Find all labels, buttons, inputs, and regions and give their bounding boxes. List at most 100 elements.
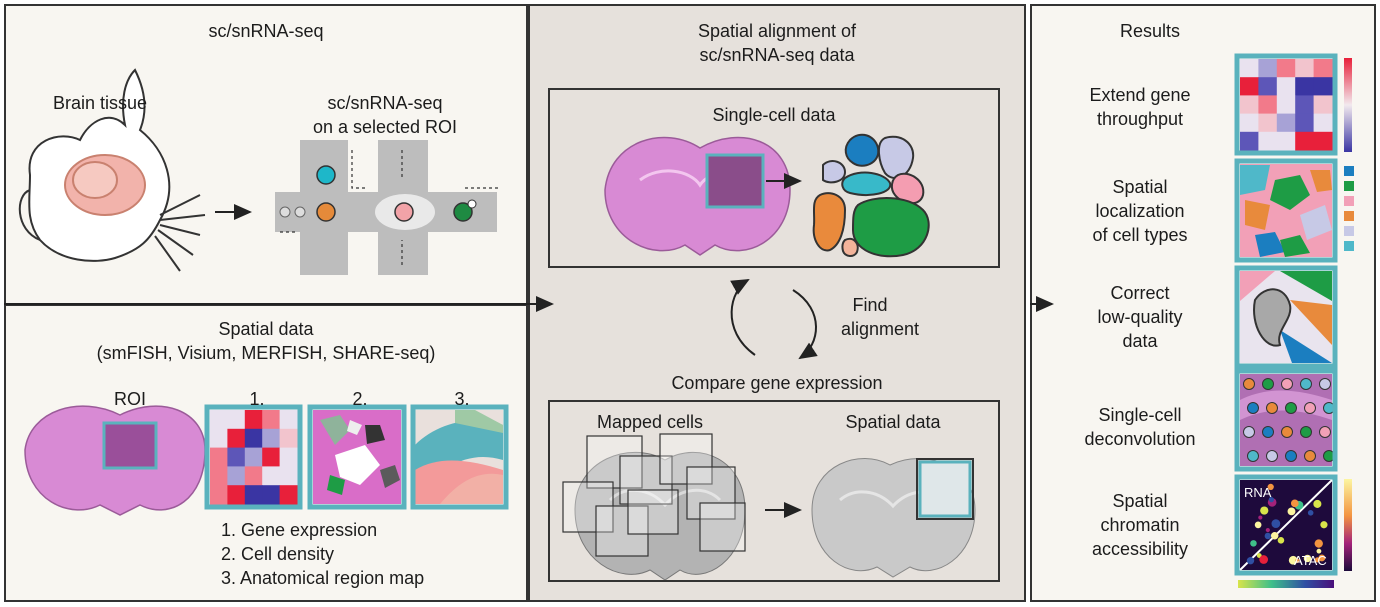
heatmap-colorbar bbox=[1344, 58, 1352, 152]
scatter-dot bbox=[1303, 554, 1312, 563]
heatmap-cell bbox=[262, 428, 281, 449]
deconvolution-spot bbox=[1304, 450, 1316, 462]
result-3-line1: Correct bbox=[1110, 283, 1170, 303]
single-cell-data-label: Single-cell data bbox=[712, 105, 836, 125]
alignment-title-line1: Spatial alignment of bbox=[697, 21, 857, 41]
heatmap-cell bbox=[262, 485, 281, 505]
single-cell-data-box bbox=[548, 88, 1000, 268]
heatmap-cell bbox=[1276, 95, 1296, 115]
heatmap-cell bbox=[210, 428, 228, 449]
deconvolution-spot bbox=[1243, 378, 1255, 390]
result-4-line2: deconvolution bbox=[1084, 429, 1196, 449]
mouse-head-icon bbox=[18, 68, 206, 272]
heatmap-cell bbox=[210, 447, 228, 467]
deconvolution-spot bbox=[1319, 426, 1331, 438]
heatmap-cell bbox=[1240, 59, 1259, 78]
deconvolution-spot bbox=[1285, 450, 1297, 462]
result-3-line2: low-quality bbox=[1097, 307, 1183, 327]
scatter-dot bbox=[1295, 558, 1300, 563]
heatmap-cell bbox=[1313, 131, 1333, 151]
result-3-line3: data bbox=[1122, 331, 1158, 351]
scatter-dot bbox=[1271, 519, 1281, 529]
heatmap-cell bbox=[227, 485, 246, 505]
scatter-dot bbox=[1268, 497, 1274, 503]
alignment-title-line2: sc/snRNA-seq data bbox=[699, 45, 855, 65]
microfluidic-chip-icon bbox=[275, 140, 501, 275]
compare-expression-box bbox=[548, 400, 1000, 582]
heatmap-cell bbox=[210, 485, 228, 505]
result-1-line2: throughput bbox=[1096, 109, 1184, 129]
atac-colorbar bbox=[1344, 479, 1352, 571]
result-5-line1: Spatial bbox=[1112, 491, 1168, 511]
result-2-line1: Spatial bbox=[1112, 177, 1168, 197]
heatmap-cell bbox=[1313, 59, 1333, 78]
spatial-data-brain-icon bbox=[811, 458, 976, 578]
rna-colorbar bbox=[1238, 580, 1334, 588]
deconvolution-spot bbox=[1319, 378, 1331, 390]
legend-gene-expression: 1. Gene expression bbox=[221, 520, 378, 540]
heatmap-cell bbox=[227, 410, 246, 430]
scatter-dot bbox=[1287, 507, 1296, 516]
heatmap-cell bbox=[279, 428, 298, 449]
heatmap-cell bbox=[1276, 77, 1296, 96]
cell-density-map bbox=[313, 410, 401, 504]
deconvolution-spot bbox=[1266, 402, 1278, 414]
scatter-dot bbox=[1307, 510, 1314, 516]
panel-number-1: 1. bbox=[249, 389, 265, 409]
heatmap-cell bbox=[1258, 77, 1278, 96]
mapped-cells-label: Mapped cells bbox=[596, 412, 704, 432]
scatter-dot bbox=[1250, 540, 1257, 547]
scatter-dot bbox=[1264, 532, 1272, 540]
scatter-dot bbox=[1288, 555, 1298, 565]
heatmap-cell bbox=[244, 447, 263, 467]
scatter-dot bbox=[1259, 555, 1269, 564]
heatmap-cell bbox=[1313, 113, 1333, 133]
heatmap-cell bbox=[1240, 113, 1259, 133]
scatter-dot bbox=[1318, 554, 1326, 562]
heatmap-cell bbox=[1240, 95, 1259, 115]
mapped-cells-brain-icon bbox=[562, 433, 746, 581]
coronal-brain-icon bbox=[604, 136, 791, 256]
panel-number-2: 2. bbox=[352, 389, 368, 409]
scatter-dot bbox=[1316, 548, 1322, 554]
scatter-dot bbox=[1290, 499, 1299, 508]
heatmap-cell bbox=[1295, 113, 1315, 133]
heatmap-cell bbox=[1313, 77, 1333, 96]
result-1-line1: Extend gene bbox=[1089, 85, 1191, 105]
heatmap-cell bbox=[1240, 131, 1259, 151]
results-title: Results bbox=[1119, 21, 1181, 41]
roi-seq-label-line1: sc/snRNA-seq bbox=[327, 93, 443, 113]
legend-cell-density: 2. Cell density bbox=[221, 544, 335, 564]
heatmap-cell bbox=[1240, 77, 1259, 96]
heatmap-cell bbox=[227, 428, 246, 449]
rna-atac-scatter bbox=[1239, 479, 1333, 571]
scatter-dot bbox=[1260, 506, 1269, 515]
heatmap-cell bbox=[1295, 77, 1315, 96]
deconvolution-spot bbox=[1281, 426, 1293, 438]
panel-number-3: 3. bbox=[454, 389, 470, 409]
brain-section-roi-icon bbox=[24, 405, 206, 516]
atac-label: ATAC bbox=[1294, 553, 1327, 568]
heatmap-cell bbox=[262, 466, 281, 486]
result-2-line2: localization bbox=[1095, 201, 1185, 221]
heatmap-cell bbox=[210, 466, 228, 486]
heatmap-cell bbox=[244, 428, 263, 449]
heatmap-cell bbox=[244, 466, 263, 486]
heatmap-cell bbox=[1258, 59, 1278, 78]
deconvolution-spot bbox=[1300, 378, 1312, 390]
cell-type-localization-map bbox=[1240, 164, 1332, 257]
gene-expression-heatmap bbox=[210, 410, 298, 505]
cycle-arrow-down bbox=[792, 289, 818, 360]
extended-heatmap bbox=[1240, 59, 1333, 151]
heatmap-cell bbox=[279, 485, 298, 505]
heatmap-cell bbox=[210, 410, 228, 430]
result-4-line1: Single-cell bbox=[1098, 405, 1182, 425]
cell-type-legend-swatches bbox=[1344, 166, 1354, 251]
alignment-label: alignment bbox=[840, 319, 920, 339]
deconvolution-spots bbox=[1240, 374, 1335, 466]
anatomical-region-map bbox=[415, 410, 503, 504]
corrected-region-map bbox=[1240, 271, 1332, 363]
compare-expression-label: Compare gene expression bbox=[671, 373, 883, 393]
heatmap-cell bbox=[279, 447, 298, 467]
